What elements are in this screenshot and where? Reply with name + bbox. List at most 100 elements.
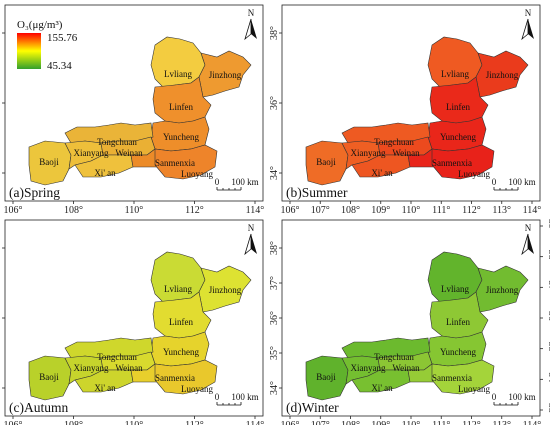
north-arrow-icon: N bbox=[244, 223, 257, 256]
scale-zero-label: 0 bbox=[492, 392, 497, 402]
x-tick-label: 106° bbox=[4, 205, 23, 216]
x-tick-label: 106° bbox=[4, 420, 23, 425]
x-tick-label: 114° bbox=[246, 420, 265, 425]
scale-zero-label: 0 bbox=[492, 177, 497, 187]
x-tick-label: 113° bbox=[492, 205, 511, 216]
region-baoji bbox=[28, 355, 72, 401]
y-tick-label: 36° bbox=[269, 311, 280, 325]
province-regions bbox=[305, 36, 529, 186]
city-label: Lvliang bbox=[164, 69, 192, 79]
city-label: Tongchuan bbox=[97, 137, 137, 147]
x-tick-label: 109° bbox=[371, 205, 390, 216]
city-label: Baoji bbox=[316, 157, 336, 167]
city-label: Linfen bbox=[169, 102, 193, 112]
province-regions bbox=[28, 251, 252, 401]
y-tick-label-right: 38° bbox=[546, 250, 550, 264]
x-tick-label: 110° bbox=[402, 205, 421, 216]
x-tick-label: 108° bbox=[64, 205, 83, 216]
y-tick-label-right: 39° bbox=[546, 219, 550, 233]
north-arrow-icon: N bbox=[521, 223, 534, 256]
y-tick-label: 34° bbox=[0, 166, 3, 180]
svg-text:N: N bbox=[525, 223, 532, 233]
x-tick-label: 112° bbox=[462, 420, 481, 425]
x-tick-label: 110° bbox=[402, 420, 421, 425]
y-tick-label: 38° bbox=[0, 26, 3, 40]
y-tick-label: 36° bbox=[0, 311, 3, 325]
province-regions bbox=[28, 36, 252, 186]
y-tick-label-right: 37° bbox=[546, 280, 550, 294]
city-label: Baoji bbox=[316, 372, 336, 382]
y-tick-label: 34° bbox=[0, 381, 3, 395]
y-tick-label-right: 33° bbox=[546, 403, 550, 417]
scale-bar: 0 100 km bbox=[215, 392, 259, 406]
x-tick-label: 114° bbox=[523, 205, 542, 216]
city-label: Linfen bbox=[446, 317, 470, 327]
region-luoyang bbox=[431, 359, 495, 395]
city-label: Yuncheng bbox=[440, 347, 476, 357]
scale-bar: 0 100 km bbox=[492, 177, 536, 191]
city-label: Baoji bbox=[39, 372, 59, 382]
y-tick-label: 38° bbox=[269, 26, 280, 40]
city-label: Linfen bbox=[446, 102, 470, 112]
city-label: Luoyang bbox=[181, 169, 213, 179]
scale-end-label: 100 km bbox=[508, 392, 535, 402]
city-label: Sanmenxia bbox=[432, 373, 472, 383]
y-tick-label-right: 34° bbox=[546, 372, 550, 386]
x-tick-label: 110° bbox=[125, 205, 144, 216]
y-tick-label-right: 35° bbox=[546, 342, 550, 356]
region-luoyang bbox=[154, 359, 218, 395]
y-tick-label: 37° bbox=[269, 276, 280, 290]
scale-end-label: 100 km bbox=[231, 392, 258, 402]
x-tick-label: 112° bbox=[462, 205, 481, 216]
x-tick-label: 108° bbox=[341, 205, 360, 216]
scale-bar: 0 100 km bbox=[492, 392, 536, 406]
city-label: Tongchuan bbox=[97, 352, 137, 362]
city-label: Yuncheng bbox=[440, 132, 476, 142]
city-label: Xianyang bbox=[74, 148, 109, 158]
x-tick-label: 112° bbox=[185, 205, 204, 216]
y-tick-label: 38° bbox=[269, 241, 280, 255]
city-label: Luoyang bbox=[181, 384, 213, 394]
y-tick-label-right: 36° bbox=[546, 311, 550, 325]
legend-title: O₃(μg/m³) bbox=[17, 19, 63, 31]
y-tick-label: 35° bbox=[269, 346, 280, 360]
scale-zero-label: 0 bbox=[215, 392, 220, 402]
legend-color-ramp bbox=[17, 33, 41, 69]
scale-end-label: 100 km bbox=[508, 177, 535, 187]
city-label: Xianyang bbox=[74, 363, 109, 373]
panel-title: (d)Winter bbox=[286, 400, 339, 415]
y-tick-label: 36° bbox=[0, 96, 3, 110]
y-tick-label: 36° bbox=[269, 96, 280, 110]
x-tick-label: 112° bbox=[185, 420, 204, 425]
city-label: Xi' an bbox=[371, 168, 393, 178]
panel-title: (c)Autumn bbox=[9, 400, 68, 415]
city-label: Xi' an bbox=[371, 383, 393, 393]
city-label: Lvliang bbox=[164, 284, 192, 294]
x-tick-label: 107° bbox=[311, 205, 330, 216]
x-tick-label: 113° bbox=[492, 420, 511, 425]
city-label: Luoyang bbox=[458, 169, 490, 179]
y-tick-label: 34° bbox=[269, 166, 280, 180]
north-arrow-icon: N bbox=[521, 8, 534, 41]
y-tick-label: 38° bbox=[0, 241, 3, 255]
region-baoji bbox=[28, 140, 72, 186]
city-label: Yuncheng bbox=[163, 132, 199, 142]
y-tick-label: 34° bbox=[269, 381, 280, 395]
region-baoji bbox=[305, 140, 349, 186]
x-tick-label: 114° bbox=[246, 205, 265, 216]
city-label: Weinan bbox=[115, 363, 143, 373]
svg-text:N: N bbox=[248, 8, 255, 18]
x-tick-label: 108° bbox=[341, 420, 360, 425]
city-label: Luoyang bbox=[458, 384, 490, 394]
panel-title: (a)Spring bbox=[9, 185, 60, 200]
city-label: Jinzhong bbox=[486, 70, 519, 80]
city-label: Baoji bbox=[39, 157, 59, 167]
x-tick-label: 107° bbox=[311, 420, 330, 425]
x-tick-label: 109° bbox=[371, 420, 390, 425]
x-tick-label: 106° bbox=[281, 205, 300, 216]
city-label: Yuncheng bbox=[163, 347, 199, 357]
